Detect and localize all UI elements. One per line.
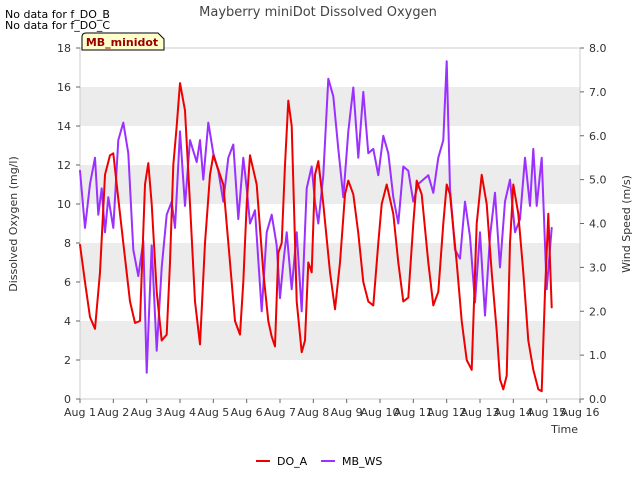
x-tick-label: Aug 8 (297, 406, 329, 419)
y-tick-label: 10 (57, 198, 71, 211)
x-axis-label: Time (550, 423, 578, 436)
legend: DO_A MB_WS (256, 455, 382, 468)
y2-tick-label: 1.0 (589, 349, 607, 362)
y-tick-label: 4 (64, 315, 71, 328)
x-tick-label: Aug 13 (461, 406, 500, 419)
x-tick-label: Aug 10 (361, 406, 400, 419)
y2-axis-label: Wind Speed (m/s) (620, 175, 633, 273)
x-tick-label: Aug 5 (197, 406, 229, 419)
no-data-note-1: No data for f_DO_B (5, 8, 110, 21)
legend-item-mb-ws: MB_WS (321, 455, 382, 468)
x-tick-label: Aug 2 (97, 406, 129, 419)
grid-band (80, 87, 580, 126)
y-tick-label: 14 (57, 120, 71, 133)
ticks-layer: 0 2 4 6 8 10 12 14 16 18 0.0 1.0 2.0 3.0 4.0 5.0 6.0 7.0 8… (57, 42, 607, 419)
y-tick-label: 12 (57, 159, 71, 172)
legend-label-mb-ws: MB_WS (342, 455, 382, 468)
series-line-do-a (79, 82, 553, 393)
series-line-mb-ws (79, 60, 553, 374)
y2-tick-label: 6.0 (589, 130, 607, 143)
x-tick-label: Aug 15 (527, 406, 566, 419)
y2-tick-label: 5.0 (589, 174, 607, 187)
x-tick-label: Aug 7 (264, 406, 296, 419)
y2-tick-label: 7.0 (589, 86, 607, 99)
x-tick-label: Aug 3 (131, 406, 163, 419)
y-tick-label: 2 (64, 354, 71, 367)
x-tick-label: Aug 6 (231, 406, 263, 419)
series-layer (79, 60, 553, 393)
y-tick-label: 18 (57, 42, 71, 55)
legend-item-do-a: DO_A (256, 455, 308, 468)
x-tick-label: Aug 16 (561, 406, 600, 419)
legend-label-do-a: DO_A (277, 455, 308, 468)
x-tick-label: Aug 14 (494, 406, 533, 419)
y2-tick-label: 0.0 (589, 393, 607, 406)
y-tick-label: 0 (64, 393, 71, 406)
x-tick-label: Aug 11 (394, 406, 433, 419)
y-tick-label: 8 (64, 237, 71, 250)
x-tick-label: Aug 9 (331, 406, 363, 419)
y-tick-label: 6 (64, 276, 71, 289)
chart-title: Mayberry miniDot Dissolved Oxygen (199, 5, 437, 20)
no-data-note-2: No data for f_DO_C (5, 19, 111, 32)
y2-tick-label: 2.0 (589, 305, 607, 318)
y2-tick-label: 8.0 (589, 42, 607, 55)
x-tick-label: Aug 12 (427, 406, 466, 419)
y2-tick-label: 4.0 (589, 218, 607, 231)
x-tick-label: Aug 1 (64, 406, 96, 419)
y-tick-label: 16 (57, 81, 71, 94)
x-tick-label: Aug 4 (164, 406, 196, 419)
station-badge-text: MB_minidot (86, 36, 158, 49)
station-badge: MB_minidot (81, 32, 165, 51)
y2-tick-label: 3.0 (589, 261, 607, 274)
grid-band (80, 165, 580, 204)
y-axis-label: Dissolved Oxygen (mg/l) (7, 156, 20, 291)
